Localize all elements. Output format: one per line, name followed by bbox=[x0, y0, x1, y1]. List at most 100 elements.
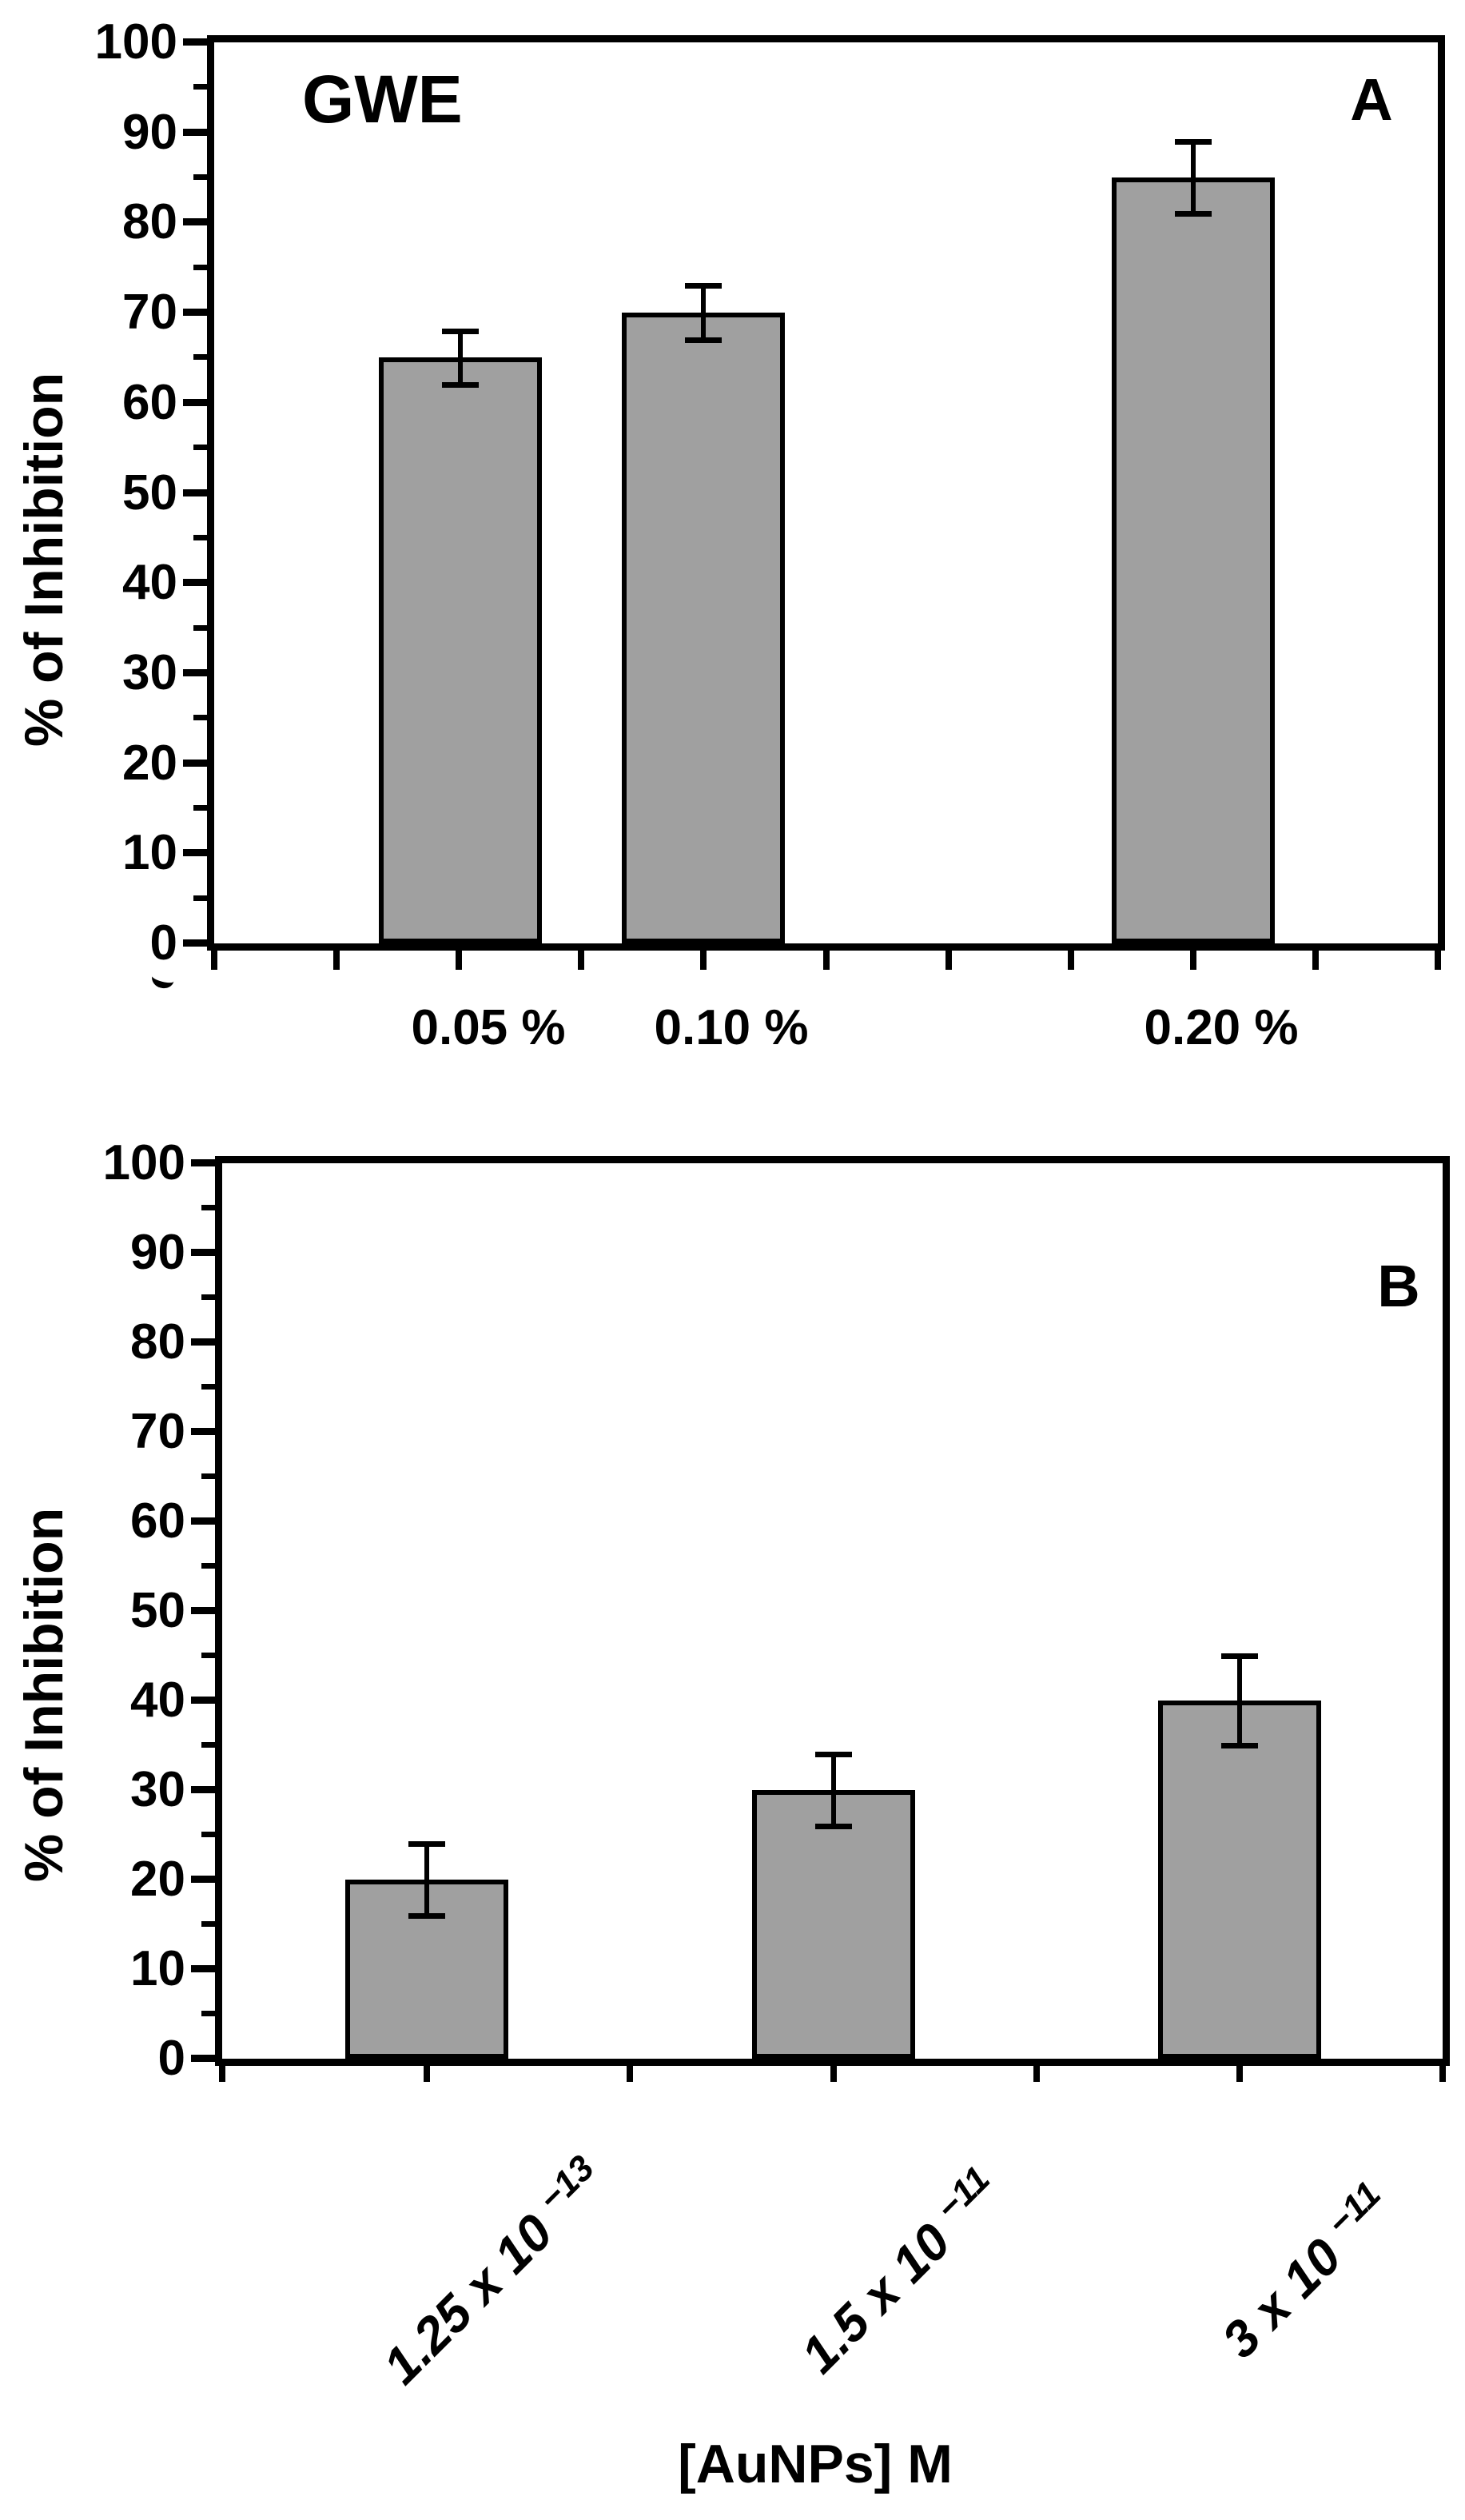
panel-b-y-tick-label: 80 bbox=[130, 1314, 185, 1370]
panel-b-error-bar-stem bbox=[1237, 1656, 1242, 1745]
panel-a-x-tick bbox=[211, 951, 217, 970]
panel-a-y-tick-label: 100 bbox=[94, 14, 177, 70]
panel-a-y-minor-tick bbox=[193, 265, 207, 270]
panel-a-y-minor-tick bbox=[193, 805, 207, 811]
panel-b-y-minor-tick bbox=[201, 1742, 215, 1748]
panel-b-y-tick-label: 70 bbox=[130, 1404, 185, 1459]
panel-b-error-bar-cap bbox=[408, 1841, 445, 1847]
panel-b-x-tick bbox=[1236, 2066, 1243, 2082]
panel-b-y-minor-tick bbox=[201, 1473, 215, 1479]
panel-a-error-bar-stem bbox=[458, 331, 463, 385]
panel-b-y-major-tick bbox=[191, 1338, 215, 1346]
panel-a-y-major-tick bbox=[183, 489, 207, 496]
panel-b-y-tick-label: 20 bbox=[130, 1852, 185, 1907]
panel-b-y-major-tick bbox=[191, 1249, 215, 1256]
panel-b-bar-2 bbox=[752, 1790, 915, 2059]
panel-a-y-tick-label: 10 bbox=[122, 825, 177, 880]
panel-b-x-tick bbox=[424, 2066, 430, 2082]
panel-a-y-major-tick bbox=[183, 939, 207, 947]
panel-b-y-tick-label: 40 bbox=[130, 1673, 185, 1728]
panel-a-x-tick bbox=[1435, 951, 1441, 970]
panel-a-x-tick bbox=[456, 951, 462, 970]
panel-b-y-major-tick bbox=[191, 1876, 215, 1883]
panel-a-y-major-tick bbox=[183, 760, 207, 767]
panel-a-bar-2 bbox=[622, 313, 785, 943]
panel-a-bar-3 bbox=[1112, 177, 1275, 943]
panel-a-y-tick-label: 60 bbox=[122, 375, 177, 430]
panel-b-error-bar-cap bbox=[408, 1913, 445, 1919]
panel-a-y-minor-tick bbox=[193, 715, 207, 720]
panel-a-error-bar-cap bbox=[442, 329, 479, 334]
panel-a-plot-frame bbox=[207, 35, 1445, 951]
panel-b-error-bar-cap bbox=[1221, 1653, 1258, 1659]
panel-a-y-minor-tick bbox=[193, 895, 207, 901]
panel-a-y-minor-tick bbox=[193, 354, 207, 360]
panel-b-y-tick-label: 30 bbox=[130, 1762, 185, 1817]
panel-b-y-minor-tick bbox=[201, 1832, 215, 1837]
panel-a-x-tick bbox=[945, 951, 952, 970]
panel-a-bar-1 bbox=[379, 357, 542, 943]
panel-b-error-bar-cap bbox=[815, 1824, 852, 1829]
panel-a-y-minor-tick bbox=[193, 445, 207, 450]
panel-a-y-tick-label: 70 bbox=[122, 285, 177, 340]
panel-b-y-tick-label: 0 bbox=[157, 2031, 185, 2086]
panel-b-error-bar-cap bbox=[1221, 1743, 1258, 1748]
panel-b-plot-frame bbox=[215, 1156, 1450, 2066]
panel-a-x-tick bbox=[578, 951, 584, 970]
panel-b-x-axis-title: [AuNPs] M bbox=[678, 2434, 953, 2494]
panel-a-y-tick-label: 80 bbox=[122, 194, 177, 249]
panel-b-y-tick-label: 60 bbox=[130, 1493, 185, 1549]
panel-a-y-tick-label: 20 bbox=[122, 736, 177, 791]
panel-a-x-tick bbox=[823, 951, 830, 970]
panel-b-corner-label: B bbox=[1377, 1253, 1420, 1319]
panel-a-title: GWE bbox=[302, 62, 463, 137]
panel-a-y-major-tick bbox=[183, 669, 207, 676]
panel-a-x-tick bbox=[1068, 951, 1074, 970]
panel-b-x-tick bbox=[1033, 2066, 1040, 2082]
panel-a-y-tick-label: 40 bbox=[122, 555, 177, 610]
panel-b-y-major-tick bbox=[191, 1428, 215, 1435]
panel-a-corner-label: A bbox=[1350, 66, 1393, 133]
panel-a-y-major-tick bbox=[183, 309, 207, 316]
panel-b-x-tick bbox=[830, 2066, 837, 2082]
panel-a-x-tick bbox=[1312, 951, 1319, 970]
panel-a-y-minor-tick bbox=[193, 625, 207, 631]
panel-b-bar-3 bbox=[1158, 1701, 1321, 2059]
panel-b-y-major-tick bbox=[191, 1517, 215, 1525]
panel-b-y-minor-tick bbox=[201, 1563, 215, 1569]
panel-a-x-tick bbox=[700, 951, 707, 970]
panel-b-y-minor-tick bbox=[201, 1294, 215, 1300]
panel-a-error-bar-cap bbox=[685, 337, 722, 343]
panel-b-y-major-tick bbox=[191, 1965, 215, 1972]
panel-b-error-bar-stem bbox=[424, 1844, 429, 1916]
panel-a-error-bar-cap bbox=[1175, 139, 1212, 145]
panel-a-y-tick-label: 50 bbox=[122, 465, 177, 520]
panel-b-y-major-tick bbox=[191, 1607, 215, 1614]
panel-a-x-tick-label: 0.20 % bbox=[1144, 1000, 1299, 1055]
panel-a-y-major-tick bbox=[183, 129, 207, 136]
panel-b-error-bar-stem bbox=[831, 1754, 836, 1826]
panel-a-x-tick bbox=[333, 951, 340, 970]
panel-b-y-major-tick bbox=[191, 1786, 215, 1793]
panel-a-y-tick-label: 0 bbox=[149, 915, 177, 971]
panel-a-y-tick-label: 30 bbox=[122, 645, 177, 700]
panel-a-x-tick-label: 0.10 % bbox=[654, 1000, 809, 1055]
panel-b-y-major-tick bbox=[191, 1697, 215, 1704]
panel-a-y-minor-tick bbox=[193, 174, 207, 180]
panel-b-y-tick-label: 100 bbox=[102, 1135, 185, 1190]
panel-a-y-major-tick bbox=[183, 218, 207, 225]
panel-b-x-tick bbox=[627, 2066, 633, 2082]
panel-a-y-tick-label: 90 bbox=[122, 105, 177, 160]
panel-b-y-major-tick bbox=[191, 1159, 215, 1166]
panel-a-x-tick-label: 0.05 % bbox=[411, 1000, 566, 1055]
panel-a-y-major-tick bbox=[183, 399, 207, 406]
panel-b-y-major-tick bbox=[191, 2055, 215, 2062]
panel-b-error-bar-cap bbox=[815, 1752, 852, 1757]
panel-b-x-tick bbox=[1439, 2066, 1446, 2082]
panel-b-y-minor-tick bbox=[201, 1384, 215, 1390]
panel-b-y-tick-label: 50 bbox=[130, 1583, 185, 1638]
panel-a-error-bar-stem bbox=[1191, 142, 1196, 213]
panel-a-error-bar-cap bbox=[685, 283, 722, 289]
panel-a-y-minor-tick bbox=[193, 535, 207, 540]
panel-a-error-bar-stem bbox=[701, 285, 706, 340]
